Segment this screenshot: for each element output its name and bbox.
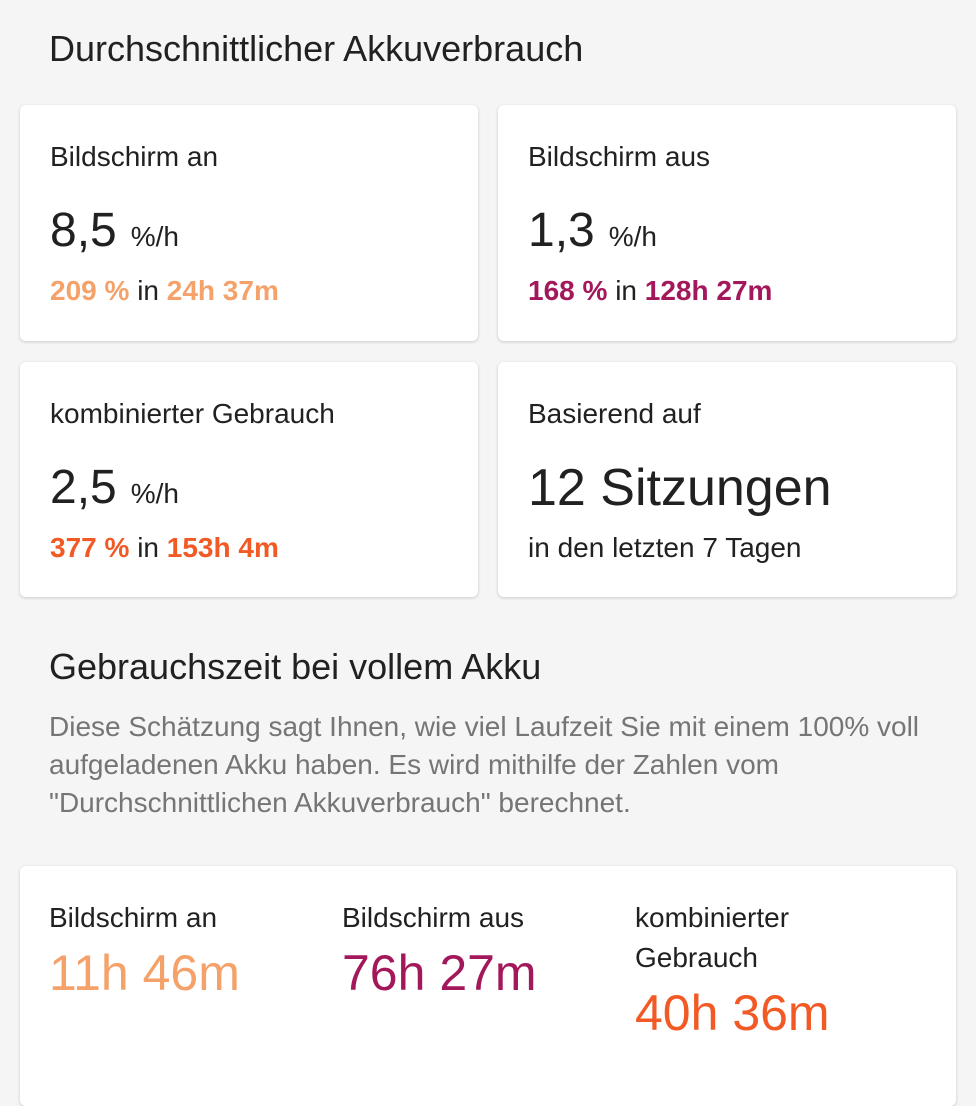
card-value: 1,3 %/h	[528, 204, 657, 257]
unit: %/h	[608, 221, 657, 252]
card-sub: 377 % in 153h 4m	[50, 532, 279, 563]
unit: %/h	[130, 478, 179, 509]
card-combined: kombinierter Gebrauch 2,5 %/h 377 % in 15…	[20, 362, 478, 597]
card-label: Bildschirm an	[50, 141, 219, 172]
card-sub: 209 % in 24h 37m	[50, 275, 279, 306]
card-sessions: Basierend auf 12 Sitzungen in den letzte…	[498, 362, 956, 597]
sessions-sub: in den letzten 7 Tagen	[528, 532, 802, 563]
estimate-combined: kombinierter Gebrauch 40h 36m	[635, 898, 875, 1042]
section-description: Diese Schätzung sagt Ihnen, wie viel Lau…	[49, 711, 920, 818]
section-title-average-usage: Durchschnittlicher Akkuverbrauch	[49, 28, 584, 69]
estimate-label: Bildschirm an	[49, 902, 218, 933]
estimate-value: 40h 36m	[635, 985, 830, 1041]
card-label: Bildschirm aus	[528, 141, 711, 172]
estimate-label: Bildschirm aus	[342, 902, 525, 933]
card-label: kombinierter Gebrauch	[50, 398, 335, 429]
estimate-screen-off: Bildschirm aus 76h 27m	[342, 898, 537, 1002]
card-value: 8,5 %/h	[50, 204, 179, 257]
unit: %/h	[130, 221, 179, 252]
estimate-screen-on: Bildschirm an 11h 46m	[49, 898, 240, 1002]
estimate-value: 76h 27m	[342, 945, 537, 1001]
sessions-value: 12 Sitzungen	[528, 459, 832, 517]
card-label: Basierend auf	[528, 398, 701, 429]
card-sub: 168 % in 128h 27m	[528, 275, 773, 306]
card-full-charge-estimate: Bildschirm an 11h 46m Bildschirm aus 76h…	[20, 866, 956, 1106]
card-value: 2,5 %/h	[50, 461, 179, 514]
section-title-full-charge: Gebrauchszeit bei vollem Akku	[49, 646, 542, 687]
estimate-value: 11h 46m	[49, 945, 240, 1001]
card-screen-off: Bildschirm aus 1,3 %/h 168 % in 128h 27m	[498, 105, 956, 341]
card-screen-on: Bildschirm an 8,5 %/h 209 % in 24h 37m	[20, 105, 478, 341]
estimate-label: kombinierter Gebrauch	[635, 902, 790, 973]
